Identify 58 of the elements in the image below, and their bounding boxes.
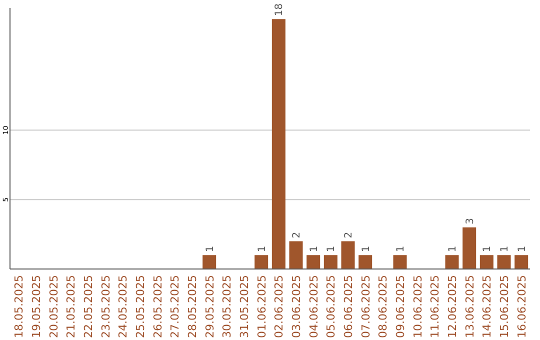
bar: [289, 241, 303, 269]
x-tick-label: 30.05.2025: [220, 275, 234, 338]
bar: [272, 19, 286, 269]
x-tick-label: 26.05.2025: [151, 275, 164, 338]
x-tick-label: 01.06.2025: [255, 275, 268, 338]
x-tick-label: 29.05.2025: [203, 275, 216, 338]
x-tick-label: 16.06.2025: [515, 275, 528, 338]
data-label: 3: [464, 218, 476, 224]
x-tick-label: 20.05.2025: [47, 275, 60, 338]
bar: [341, 241, 355, 269]
bar: [358, 255, 372, 269]
x-tick-label: 05.06.2025: [324, 275, 338, 338]
x-tick-label: 25.05.2025: [134, 275, 147, 338]
bar: [254, 255, 268, 269]
data-label: 1: [256, 246, 268, 252]
x-tick-label: 19.05.2025: [30, 275, 43, 338]
x-tick-label: 13.06.2025: [463, 275, 476, 338]
data-label: 2: [344, 232, 354, 238]
bar: [202, 255, 216, 269]
data-label: 2: [292, 232, 302, 238]
bar: [324, 255, 338, 269]
data-label: 1: [326, 246, 338, 252]
data-label: 1: [360, 246, 372, 252]
bar: [462, 227, 476, 269]
x-tick-label: 15.06.2025: [498, 275, 511, 338]
x-tick-label: 04.06.2025: [307, 275, 320, 338]
data-label: 1: [500, 246, 510, 252]
x-tick-label: 22.05.2025: [82, 275, 95, 338]
x-tick-label: 11.06.2025: [428, 275, 442, 338]
x-tick-label: 28.05.2025: [186, 275, 199, 338]
bar: [445, 255, 459, 269]
data-label: 18: [274, 3, 286, 16]
data-label: 1: [516, 246, 528, 252]
x-tick-label: 06.06.2025: [342, 275, 355, 338]
data-label: 1: [308, 246, 320, 252]
bar: [514, 255, 528, 269]
x-tick-label: 23.05.2025: [99, 275, 112, 338]
x-tick-label: 18.05.2025: [12, 275, 26, 338]
x-tick-label: 12.06.2025: [446, 275, 459, 338]
x-tick-label: 07.06.2025: [359, 275, 372, 338]
x-tick-label: 31.05.2025: [238, 275, 251, 338]
x-tick-label: 21.05.2025: [64, 275, 78, 338]
bar: [306, 255, 320, 269]
bar: [393, 255, 407, 269]
x-tick-label: 14.06.2025: [480, 275, 494, 338]
x-tick-label: 10.06.2025: [411, 275, 424, 338]
x-tick-label: 03.06.2025: [290, 275, 303, 338]
x-tick-label: 08.06.2025: [376, 275, 390, 338]
x-tick-label: 02.06.2025: [272, 275, 286, 338]
x-tick-label: 24.05.2025: [116, 275, 130, 338]
data-label: 1: [448, 246, 458, 252]
data-label: 1: [482, 246, 494, 252]
bar: [497, 255, 511, 269]
bar: [480, 255, 494, 269]
x-tick-label: 27.05.2025: [168, 275, 182, 338]
x-tick-label: 09.06.2025: [394, 275, 407, 338]
data-label: 1: [396, 246, 406, 252]
data-label: 1: [204, 246, 216, 252]
